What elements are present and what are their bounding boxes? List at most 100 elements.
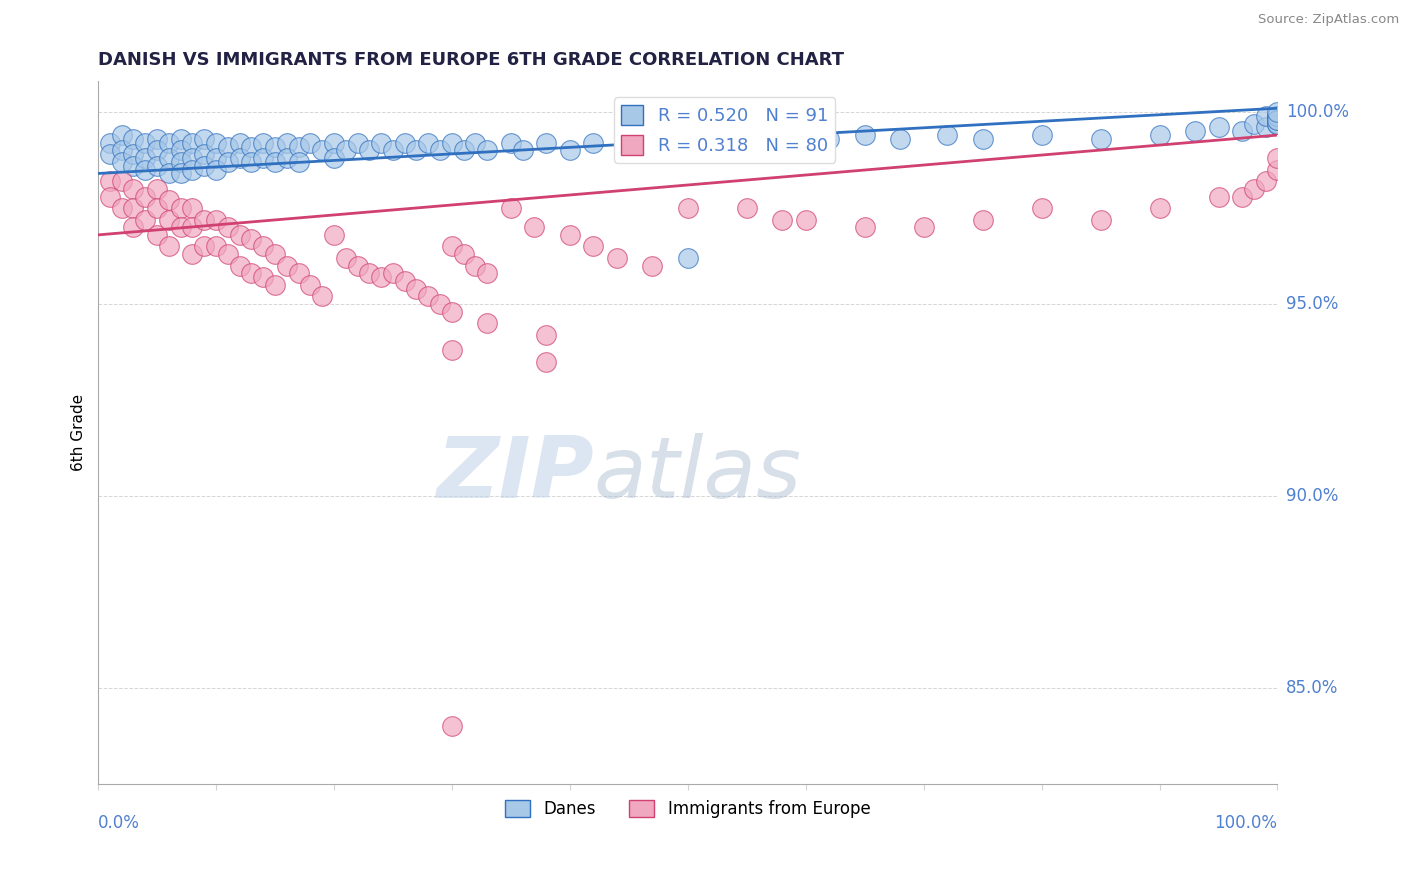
Point	[146, 132, 169, 146]
Point	[169, 220, 191, 235]
Point	[582, 136, 605, 150]
Point	[1031, 201, 1053, 215]
Point	[287, 139, 309, 153]
Point	[240, 155, 263, 169]
Point	[181, 136, 204, 150]
Point	[1184, 124, 1206, 138]
Point	[205, 212, 228, 227]
Point	[122, 201, 145, 215]
Point	[205, 162, 228, 177]
Point	[169, 144, 191, 158]
Point	[453, 144, 475, 158]
Point	[394, 274, 416, 288]
Point	[169, 201, 191, 215]
Point	[1267, 109, 1289, 123]
Point	[157, 239, 180, 253]
Point	[240, 232, 263, 246]
Y-axis label: 6th Grade: 6th Grade	[72, 394, 86, 471]
Point	[346, 259, 368, 273]
Point	[359, 144, 381, 158]
Point	[146, 227, 169, 242]
Point	[111, 201, 134, 215]
Point	[299, 136, 322, 150]
Point	[853, 128, 876, 142]
Point	[228, 151, 250, 165]
Point	[205, 136, 228, 150]
Point	[536, 354, 558, 368]
Point	[323, 227, 346, 242]
Point	[853, 220, 876, 235]
Point	[193, 132, 215, 146]
Point	[1254, 120, 1277, 135]
Point	[1208, 120, 1230, 135]
Point	[536, 327, 558, 342]
Point	[217, 139, 239, 153]
Point	[1090, 212, 1112, 227]
Legend: Danes, Immigrants from Europe: Danes, Immigrants from Europe	[499, 793, 877, 825]
Point	[146, 159, 169, 173]
Point	[205, 239, 228, 253]
Point	[134, 189, 156, 203]
Point	[1267, 109, 1289, 123]
Point	[264, 155, 287, 169]
Point	[335, 144, 357, 158]
Point	[936, 128, 959, 142]
Point	[453, 247, 475, 261]
Point	[381, 266, 404, 280]
Point	[134, 212, 156, 227]
Point	[98, 136, 121, 150]
Point	[440, 239, 463, 253]
Text: ZIP: ZIP	[436, 434, 593, 516]
Point	[252, 151, 274, 165]
Point	[418, 136, 440, 150]
Point	[217, 247, 239, 261]
Point	[228, 259, 250, 273]
Point	[499, 136, 522, 150]
Point	[735, 201, 758, 215]
Point	[122, 132, 145, 146]
Point	[440, 136, 463, 150]
Point	[252, 136, 274, 150]
Point	[1031, 128, 1053, 142]
Point	[1254, 109, 1277, 123]
Point	[311, 289, 333, 303]
Point	[1149, 128, 1171, 142]
Point	[464, 136, 486, 150]
Point	[641, 259, 664, 273]
Point	[1267, 112, 1289, 127]
Point	[169, 132, 191, 146]
Point	[111, 174, 134, 188]
Point	[193, 147, 215, 161]
Point	[606, 251, 628, 265]
Point	[146, 182, 169, 196]
Point	[794, 212, 817, 227]
Point	[1254, 174, 1277, 188]
Point	[440, 719, 463, 733]
Point	[287, 266, 309, 280]
Point	[169, 166, 191, 180]
Point	[181, 220, 204, 235]
Text: 85.0%: 85.0%	[1286, 679, 1339, 697]
Point	[157, 136, 180, 150]
Point	[98, 147, 121, 161]
Point	[98, 189, 121, 203]
Point	[1090, 132, 1112, 146]
Point	[1243, 182, 1265, 196]
Point	[676, 201, 699, 215]
Point	[323, 136, 346, 150]
Point	[889, 132, 911, 146]
Point	[299, 277, 322, 292]
Point	[429, 144, 451, 158]
Point	[276, 136, 298, 150]
Point	[193, 239, 215, 253]
Text: 0.0%: 0.0%	[98, 814, 141, 832]
Point	[157, 194, 180, 208]
Point	[181, 151, 204, 165]
Point	[972, 212, 994, 227]
Point	[193, 159, 215, 173]
Point	[499, 201, 522, 215]
Point	[477, 266, 499, 280]
Point	[157, 212, 180, 227]
Point	[111, 144, 134, 158]
Point	[818, 132, 841, 146]
